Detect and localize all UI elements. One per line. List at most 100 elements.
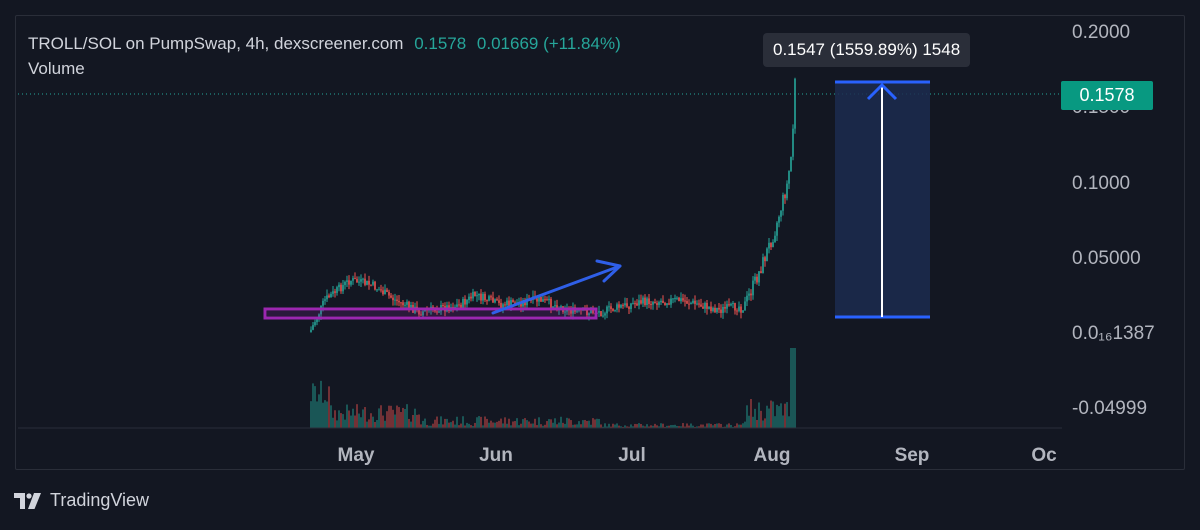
volume-bar bbox=[372, 416, 374, 428]
volume-bar bbox=[684, 426, 686, 428]
candle-body bbox=[744, 301, 746, 311]
volume-bar bbox=[742, 423, 744, 428]
candle-body bbox=[746, 295, 748, 302]
volume-bar bbox=[380, 405, 382, 428]
volume-bar bbox=[520, 423, 522, 428]
candle-body bbox=[770, 242, 772, 248]
candle-body bbox=[762, 257, 764, 274]
candle-body bbox=[464, 298, 466, 305]
candle-body bbox=[442, 305, 444, 307]
candle-body bbox=[784, 194, 786, 199]
volume-label: Volume bbox=[28, 59, 85, 78]
candle-body bbox=[644, 297, 646, 306]
candle-body bbox=[520, 301, 522, 307]
candle-body bbox=[362, 278, 364, 280]
candle-body bbox=[400, 302, 402, 304]
candle-body bbox=[590, 309, 592, 314]
candle-body bbox=[786, 183, 788, 199]
volume-bar bbox=[444, 418, 446, 428]
candle-body bbox=[748, 293, 750, 296]
candle-body bbox=[570, 310, 572, 314]
volume-bar bbox=[312, 383, 314, 428]
measure-tool[interactable] bbox=[835, 80, 930, 319]
volume-bar bbox=[534, 418, 536, 428]
volume-bar bbox=[530, 423, 532, 428]
volume-bar bbox=[502, 423, 504, 428]
measure-tooltip: 0.1547 (1559.89%) 1548 bbox=[763, 33, 971, 67]
volume-bar bbox=[328, 386, 330, 428]
support-range-box[interactable] bbox=[263, 307, 598, 320]
volume-bar bbox=[748, 415, 750, 428]
tradingview-logo[interactable]: TradingView bbox=[14, 490, 149, 511]
candle-body bbox=[470, 296, 472, 299]
volume-bar bbox=[686, 423, 688, 428]
volume-bar bbox=[568, 418, 570, 428]
candle-body bbox=[788, 171, 790, 184]
volume-bar bbox=[648, 426, 650, 428]
volume-bar bbox=[614, 424, 616, 428]
candle-body bbox=[322, 300, 324, 306]
volume-bar bbox=[452, 420, 454, 428]
volume-bar bbox=[570, 420, 572, 428]
x-axis[interactable]: May Jun Jul Aug Sep Oc bbox=[338, 445, 1058, 466]
volume-bar bbox=[544, 424, 546, 428]
volume-bar bbox=[604, 423, 606, 428]
candle-body bbox=[700, 304, 702, 307]
volume-bar bbox=[760, 410, 762, 428]
candle-body bbox=[634, 303, 636, 305]
chart-panel[interactable] bbox=[15, 15, 1185, 470]
candle-body bbox=[604, 313, 606, 316]
candle-body bbox=[622, 304, 624, 306]
volume-bar bbox=[676, 425, 678, 428]
volume-bar bbox=[674, 424, 676, 428]
volume-bar bbox=[626, 426, 628, 428]
candle-body bbox=[592, 309, 594, 314]
candle-body bbox=[386, 289, 388, 292]
volume-bar bbox=[656, 425, 658, 428]
volume-bar bbox=[460, 423, 462, 428]
brand-name: TradingView bbox=[50, 490, 150, 510]
volume-bar bbox=[496, 421, 498, 428]
candle-body bbox=[420, 314, 422, 316]
candle-body bbox=[394, 299, 396, 301]
candle-body bbox=[750, 293, 752, 296]
volume-bar bbox=[762, 420, 764, 428]
candle-body bbox=[670, 298, 672, 305]
volume-bar bbox=[472, 425, 474, 428]
volume-bar bbox=[488, 422, 490, 428]
volume-bar bbox=[474, 422, 476, 428]
volume-bar bbox=[640, 423, 642, 428]
trend-arrow[interactable] bbox=[491, 259, 622, 315]
volume-bar bbox=[316, 401, 318, 428]
volume-bar bbox=[548, 419, 550, 428]
volume-bar bbox=[580, 424, 582, 428]
candle-body bbox=[782, 194, 784, 211]
volume-bar bbox=[678, 426, 680, 428]
candle-body bbox=[608, 306, 610, 308]
candle-body bbox=[456, 304, 458, 307]
volume-bar bbox=[398, 407, 400, 428]
volume-bar bbox=[738, 424, 740, 428]
candle-body bbox=[650, 303, 652, 305]
candle-body bbox=[378, 289, 380, 291]
candle-body bbox=[726, 304, 728, 309]
volume-bar bbox=[688, 425, 690, 428]
candle-body bbox=[540, 296, 542, 302]
volume-bar bbox=[658, 426, 660, 428]
volume-bar bbox=[726, 424, 728, 428]
volume-bar bbox=[622, 426, 624, 428]
volume-bar bbox=[334, 410, 336, 428]
volume-bar bbox=[510, 425, 512, 428]
volume-bar bbox=[636, 424, 638, 428]
volume-bar bbox=[788, 416, 790, 428]
volume-bar bbox=[752, 416, 754, 428]
volume-bar bbox=[764, 418, 766, 428]
volume-bar bbox=[330, 405, 332, 428]
volume-bar bbox=[540, 424, 542, 428]
volume-bar bbox=[704, 426, 706, 428]
candle-body bbox=[372, 281, 374, 285]
candle-body bbox=[482, 293, 484, 301]
volume-bar bbox=[388, 405, 390, 428]
volume-bar bbox=[744, 421, 746, 428]
